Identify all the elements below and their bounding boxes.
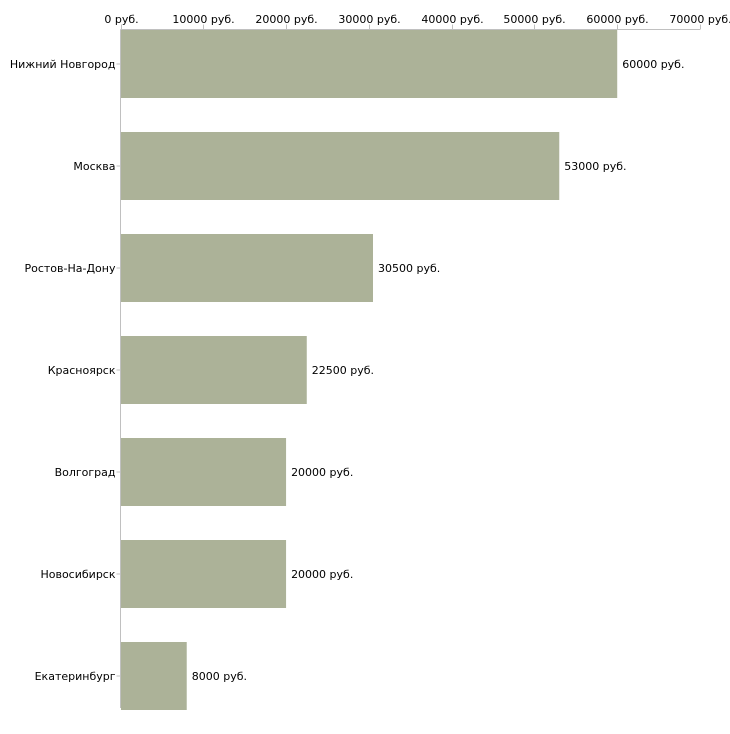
x-tick-label: 60000 руб. (586, 13, 648, 26)
y-category-label: Ростов-На-Дону (24, 262, 115, 275)
x-tick-label: 20000 руб. (255, 13, 317, 26)
x-tick-label: 10000 руб. (172, 13, 234, 26)
y-category-label: Нижний Новгород (10, 58, 116, 71)
x-tick-label: 40000 руб. (421, 13, 483, 26)
bar-value-label: 30500 руб. (378, 262, 440, 275)
bar (121, 540, 287, 608)
bar-value-label: 22500 руб. (312, 364, 374, 377)
y-category-label: Екатеринбург (35, 670, 116, 683)
bar-value-label: 8000 руб. (192, 670, 247, 683)
x-tick-label: 0 руб. (104, 13, 138, 26)
bar-value-label: 60000 руб. (622, 58, 684, 71)
bar (121, 132, 560, 200)
y-category-label: Новосибирск (40, 568, 115, 581)
x-tick-label: 70000 руб. (669, 13, 730, 26)
bar-value-label: 53000 руб. (564, 160, 626, 173)
bar (121, 234, 373, 302)
y-category-label: Москва (73, 160, 115, 173)
y-category-label: Красноярск (48, 364, 116, 377)
bar (121, 336, 307, 404)
bar-value-label: 20000 руб. (291, 466, 353, 479)
bar-value-labels: 60000 руб. 53000 руб. 30500 руб. 22500 руб.… (192, 58, 685, 683)
bar-value-label: 20000 руб. (291, 568, 353, 581)
bars-group (121, 30, 618, 710)
x-tick-label: 50000 руб. (503, 13, 565, 26)
x-axis: 0 руб. 10000 руб. 20000 руб. 30000 руб. 4000… (104, 13, 730, 30)
y-axis: Нижний Новгород Москва Ростов-На-Дону Красн… (10, 29, 121, 708)
y-category-label: Волгоград (55, 466, 116, 479)
x-tick-label: 30000 руб. (338, 13, 400, 26)
bar (121, 30, 618, 98)
bar (121, 438, 287, 506)
bar (121, 642, 187, 710)
